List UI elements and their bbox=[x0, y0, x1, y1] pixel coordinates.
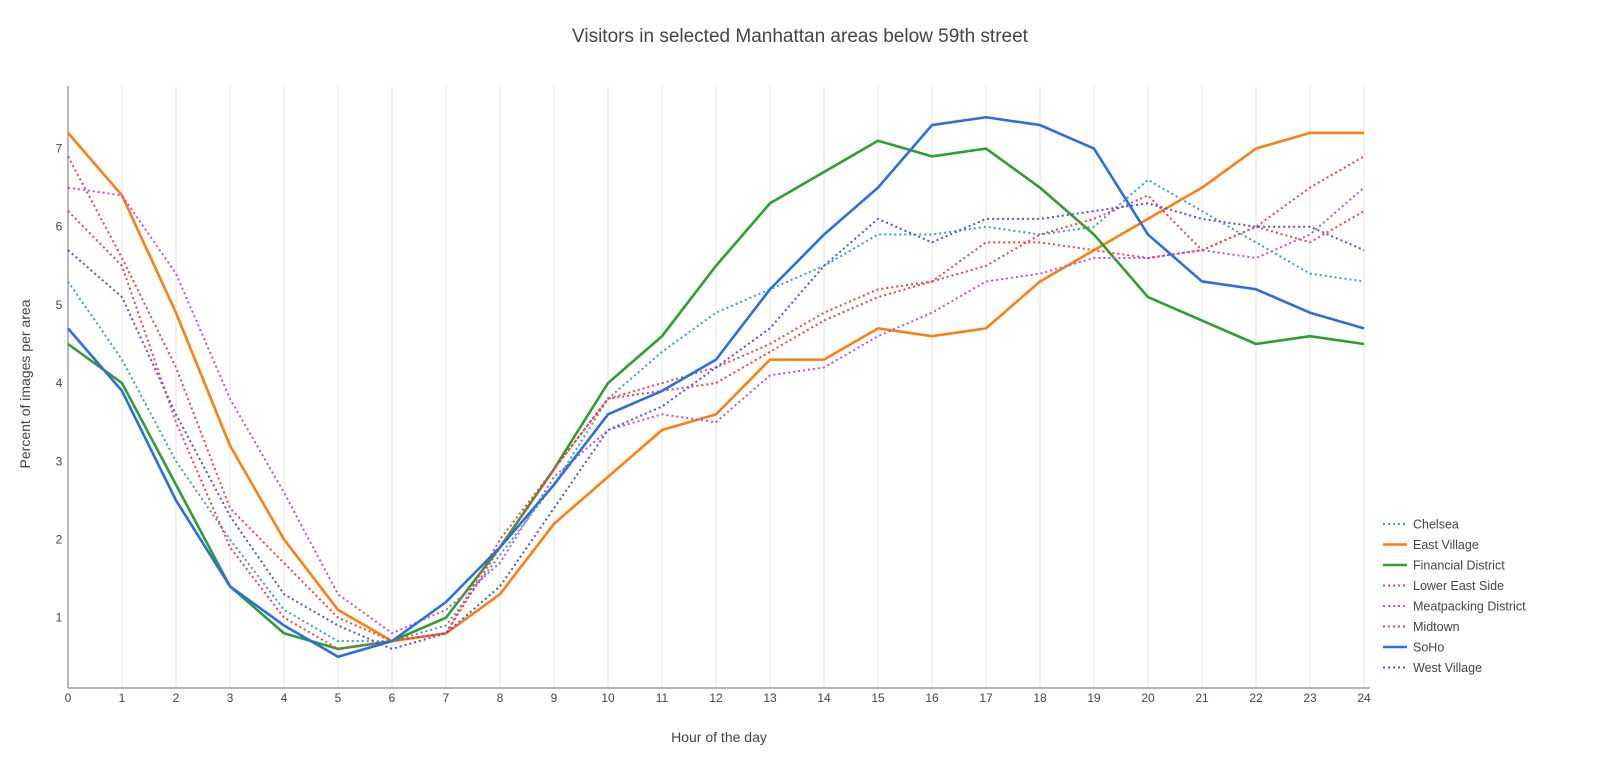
legend-label-financial-district: Financial District bbox=[1413, 559, 1505, 573]
x-tick-label: 24 bbox=[1357, 691, 1371, 705]
series-line-east-village bbox=[67, 131, 1364, 643]
x-tick-label: 11 bbox=[656, 691, 669, 705]
x-tick-label: 20 bbox=[1141, 691, 1155, 705]
x-tick-label: 0 bbox=[65, 691, 72, 705]
legend-label-midtown: Midtown bbox=[1413, 620, 1460, 634]
x-tick-label: 23 bbox=[1303, 691, 1317, 705]
x-axis-label: Hour of the day bbox=[671, 729, 767, 745]
legend-label-west-village: West Village bbox=[1413, 661, 1482, 675]
x-tick-label: 16 bbox=[925, 691, 939, 705]
y-tick-label: 4 bbox=[56, 376, 63, 390]
legend-label-east-village: East Village bbox=[1413, 538, 1479, 552]
x-tick-label: 6 bbox=[389, 691, 396, 705]
series-line-meatpacking-district bbox=[67, 186, 1365, 635]
x-tick-label: 1 bbox=[119, 691, 126, 705]
x-tick-label: 5 bbox=[335, 691, 342, 705]
grid-lines bbox=[121, 86, 1365, 688]
legend-label-chelsea: Chelsea bbox=[1413, 518, 1459, 532]
x-tick-label: 19 bbox=[1087, 691, 1101, 705]
legend: Chelsea East Village Financial District Low… bbox=[1383, 518, 1526, 675]
x-tick-label: 17 bbox=[979, 691, 993, 705]
y-tick-label: 2 bbox=[56, 532, 63, 546]
y-tick-labels: 1 2 3 4 5 6 7 bbox=[56, 142, 63, 625]
y-tick-label: 3 bbox=[56, 454, 63, 468]
y-tick-label: 7 bbox=[56, 142, 63, 156]
chart-title: Visitors in selected Manhattan areas bel… bbox=[572, 26, 1029, 47]
series-line-soho bbox=[67, 115, 1365, 659]
legend-label-meatpacking-district: Meatpacking District bbox=[1413, 600, 1526, 614]
x-tick-label: 14 bbox=[817, 691, 831, 705]
y-axis-label: Percent of images per area bbox=[17, 299, 33, 468]
x-tick-label: 8 bbox=[497, 691, 504, 705]
x-tick-label: 15 bbox=[871, 691, 885, 705]
axes bbox=[67, 86, 1370, 689]
x-tick-label: 9 bbox=[551, 691, 558, 705]
x-tick-label: 7 bbox=[443, 691, 450, 705]
x-tick-label: 10 bbox=[601, 691, 615, 705]
y-tick-label: 5 bbox=[56, 298, 63, 312]
x-tick-label: 22 bbox=[1249, 691, 1263, 705]
x-tick-label: 12 bbox=[709, 691, 723, 705]
legend-label-lower-east-side: Lower East Side bbox=[1413, 579, 1504, 593]
x-tick-label: 21 bbox=[1195, 691, 1209, 705]
x-tick-label: 3 bbox=[227, 691, 234, 705]
series-line-financial-district bbox=[67, 139, 1365, 651]
x-tick-label: 13 bbox=[763, 691, 777, 705]
series-line-west-village bbox=[67, 202, 1365, 650]
y-tick-label: 1 bbox=[56, 611, 63, 625]
series-lines bbox=[67, 115, 1365, 659]
x-tick-label: 4 bbox=[281, 691, 288, 705]
x-tick-labels: 0 1 2 3 4 5 6 7 8 9 10 11 12 13 14 15 16 17 18 19 20 21 22 23 24 bbox=[65, 691, 1371, 705]
legend-label-soho: SoHo bbox=[1413, 641, 1444, 655]
x-tick-label: 18 bbox=[1033, 691, 1047, 705]
x-tick-label: 2 bbox=[173, 691, 180, 705]
y-tick-label: 6 bbox=[56, 220, 63, 234]
